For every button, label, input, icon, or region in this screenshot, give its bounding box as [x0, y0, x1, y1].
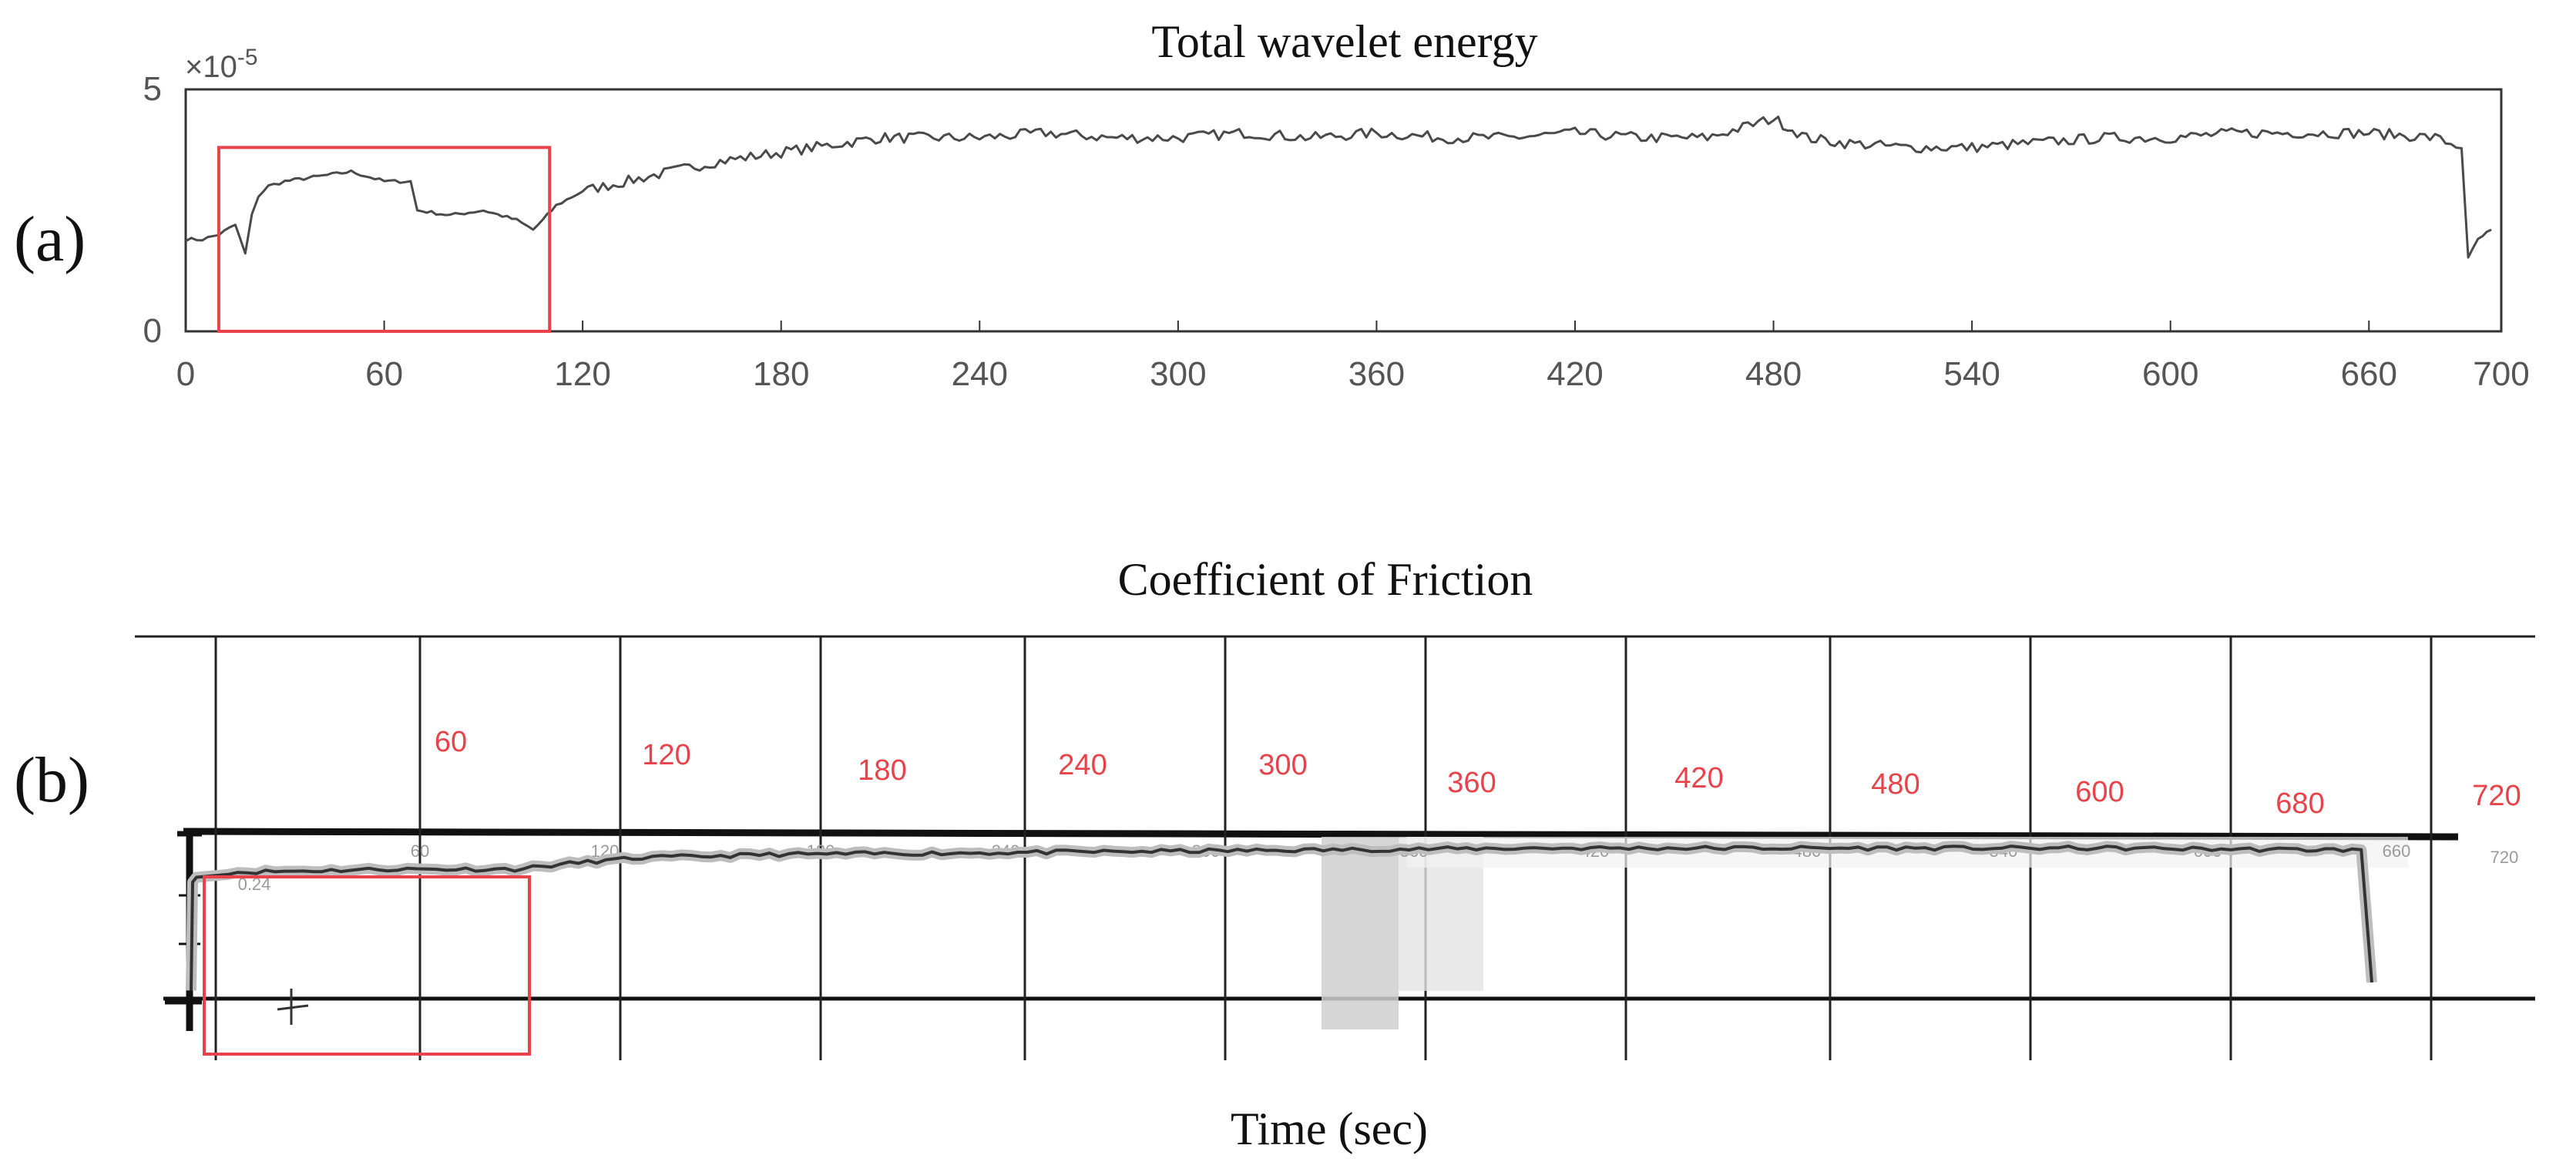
panel-a-xtick-label: 600 [2142, 355, 2198, 393]
panel-a-xtick-label: 420 [1547, 355, 1603, 393]
panel-a-xtick-label: 0 [176, 355, 195, 393]
panel-a-xtick-label: 240 [952, 355, 1008, 393]
panel-a: Total wavelet energy (a) ×10-5 05 0 60 120… [14, 16, 2530, 393]
panel-a-xtick-label: 60 [365, 355, 403, 393]
panel-a-multiplier: ×10-5 [185, 45, 258, 84]
panel-a-y-ticks: 05 [143, 70, 162, 350]
panel-a-xtick-label: 700 [2473, 355, 2529, 393]
panel-b-time-label: 680 [2275, 787, 2324, 820]
panel-b-time-label: 60 [435, 726, 467, 758]
panel-b-time-label: 600 [2075, 776, 2124, 808]
panel-a-xtick-label: 360 [1348, 355, 1405, 393]
panel-b-time-label: 720 [2472, 780, 2521, 812]
panel-b-highlight-box [203, 875, 531, 1056]
panel-b-time-labels: 60 120 180 240 300 360 420 480 600 680 720 [435, 726, 2521, 820]
panel-b-friction-trace [190, 845, 2373, 991]
panel-b-title: Coefficient of Friction [1118, 554, 1533, 605]
panel-a-ytick-label: 5 [143, 70, 162, 108]
panel-b-pen-mark [277, 989, 309, 1025]
panel-a-xtick-label: 180 [753, 355, 809, 393]
panel-b-time-label: 480 [1871, 768, 1919, 801]
panel-b-scan-label: 60 [411, 841, 429, 861]
panel-b-chart-top [183, 828, 2459, 841]
panel-a-energy-trace [185, 116, 2492, 259]
panel-b-time-label: 120 [642, 739, 690, 771]
panel-b-time-label: 180 [858, 754, 906, 787]
panel-a-ytick-label: 0 [143, 312, 162, 350]
panel-a-xtick-label: 540 [1943, 355, 2000, 393]
panel-b-friction-trace-shadow [186, 841, 2377, 991]
panel-b-vertical-gridlines [214, 636, 2433, 1060]
panel-a-title: Total wavelet energy [1151, 16, 1537, 67]
panel-b-scan-label: 720 [2490, 848, 2519, 867]
panel-b-scan-band-dark [1322, 837, 1399, 1029]
panel-b-label: (b) [14, 744, 89, 816]
panel-b-time-label: 300 [1258, 749, 1307, 781]
panel-a-label: (a) [14, 203, 86, 275]
panel-a-xtick-label: 480 [1745, 355, 1802, 393]
panel-b-xlabel: Time (sec) [1231, 1103, 1428, 1154]
panel-b-time-label: 360 [1447, 767, 1496, 799]
panel-b-time-label: 240 [1058, 749, 1107, 781]
panel-a-xtick-label: 300 [1150, 355, 1206, 393]
panel-a-xtick-label: 120 [554, 355, 610, 393]
panel-b-scan-label: 660 [2383, 841, 2411, 861]
panel-b-time-label: 420 [1674, 762, 1723, 794]
panel-a-xtick-label: 660 [2341, 355, 2397, 393]
panel-a-x-ticks: 0 60 120 180 240 300 360 420 480 540 600 660 700 [176, 321, 2530, 393]
panel-a-highlight-box [217, 146, 552, 333]
panel-a-axes-frame [184, 88, 2503, 333]
